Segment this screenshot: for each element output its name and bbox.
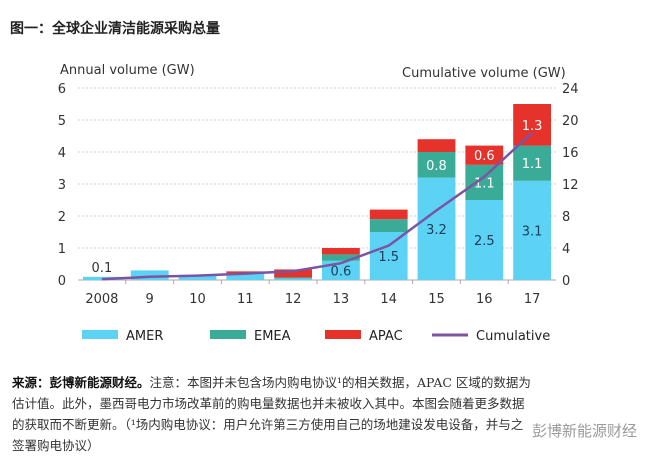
legend-label: APAC — [369, 329, 403, 344]
bar-amer — [226, 273, 265, 280]
bar-emea — [465, 164, 504, 200]
y-tick-label: 5 — [58, 114, 66, 129]
data-label: 0.6 — [474, 149, 495, 164]
bar-amer — [513, 180, 551, 280]
legend-label: AMER — [126, 329, 163, 344]
y2-tick-label: 24 — [562, 82, 579, 97]
watermark: 彭博新能源财经 — [531, 422, 637, 440]
note-text: 注意：本图并未包含场内购电协议¹的相关数据，APAC 区域的数据为估计值。此外，… — [12, 375, 531, 453]
bar-amer — [465, 200, 504, 280]
legend-swatch-amer — [82, 330, 118, 339]
legend-swatch-emea — [210, 330, 246, 339]
bar-apac — [369, 209, 408, 220]
x-tick-label: 10 — [189, 292, 206, 307]
y2-tick-label: 0 — [562, 274, 570, 289]
data-label: 1.1 — [522, 157, 543, 172]
source-note: 来源：彭博新能源财经。注意：本图并未包含场内购电协议¹的相关数据，APAC 区域… — [12, 372, 532, 456]
legend-swatch-apac — [325, 330, 361, 339]
x-tick-label: 9 — [146, 292, 154, 307]
y-tick-label: 1 — [58, 242, 66, 257]
bar-amer — [178, 275, 217, 280]
y-tick-label: 3 — [58, 178, 66, 193]
bar-apac — [513, 104, 551, 146]
x-tick-label: 17 — [524, 292, 541, 307]
data-label: 1.3 — [522, 119, 543, 134]
legend-label: EMEA — [254, 329, 291, 344]
y2-tick-label: 16 — [562, 146, 579, 161]
x-tick-label: 16 — [476, 292, 493, 307]
x-tick-label: 2008 — [85, 292, 118, 307]
y2-tick-label: 12 — [562, 178, 579, 193]
y-tick-label: 0 — [58, 274, 66, 289]
x-tick-label: 12 — [285, 292, 302, 307]
data-label: 2.5 — [474, 234, 495, 249]
bar-apac — [417, 139, 456, 152]
bar-amer — [274, 278, 312, 280]
y2-tick-label: 20 — [562, 114, 579, 129]
y-tick-label: 2 — [58, 210, 66, 225]
bar-amer — [417, 177, 456, 280]
bar-emea — [322, 254, 360, 261]
legend-label: Cumulative — [476, 329, 550, 344]
bar-emea — [274, 277, 312, 279]
cumulative-line — [101, 131, 533, 281]
bar-apac — [274, 269, 312, 278]
bar-emea — [417, 152, 456, 178]
data-label: 1.1 — [474, 176, 495, 191]
figure-title: 图一：全球企业清洁能源采购总量 — [10, 21, 220, 37]
data-label: 0.6 — [331, 264, 352, 279]
y2-axis-title: Cumulative volume (GW) — [402, 66, 566, 81]
data-label: 1.5 — [378, 250, 399, 265]
bar-amer — [369, 232, 408, 280]
y-axis-title: Annual volume (GW) — [60, 63, 195, 78]
x-tick-label: 14 — [380, 292, 397, 307]
x-tick-label: 11 — [237, 292, 254, 307]
bar-emea — [369, 219, 408, 232]
y2-tick-label: 4 — [562, 242, 570, 257]
bar-amer — [130, 270, 169, 280]
bar-emea — [513, 145, 551, 181]
data-label: 0.1 — [92, 261, 113, 276]
data-label: 3.1 — [522, 224, 543, 239]
y2-tick-label: 8 — [562, 210, 570, 225]
data-label: 3.2 — [426, 223, 447, 238]
y-tick-label: 4 — [58, 146, 66, 161]
bar-apac — [322, 248, 360, 255]
x-tick-label: 15 — [428, 292, 445, 307]
source-label: 来源：彭博新能源财经。 — [12, 375, 150, 390]
x-tick-label: 13 — [333, 292, 350, 307]
bar-apac — [465, 145, 504, 165]
data-label: 0.8 — [426, 159, 447, 174]
y-tick-label: 6 — [58, 82, 66, 97]
